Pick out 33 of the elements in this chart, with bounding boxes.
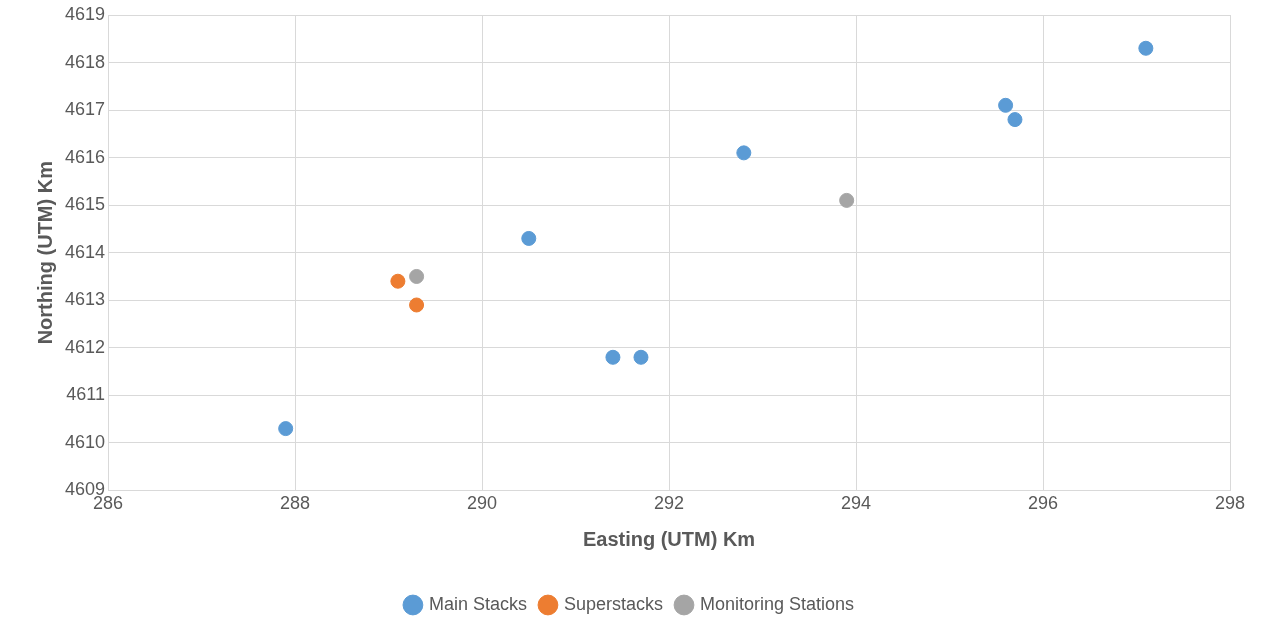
point [1138,40,1154,56]
y-tick-label: 4613 [65,289,106,310]
y-tick-label: 4618 [65,51,106,72]
y-tick-label: 4617 [65,99,106,120]
x-tick-label: 298 [1214,493,1246,514]
legend-label: Monitoring Stations [700,593,855,614]
point [1007,112,1023,128]
point [409,297,425,313]
point [736,145,752,161]
x-tick-label: 290 [467,493,498,514]
point [839,192,855,208]
point [605,349,621,365]
y-tick-label: 4616 [65,146,106,167]
point [409,268,425,284]
y-tick-label: 4619 [65,3,106,24]
x-tick-label: 288 [280,493,311,514]
legend-label: Main Stacks [428,593,527,614]
x-tick-label: 296 [1027,493,1059,514]
point [390,273,406,289]
y-tick-label: 4610 [65,431,106,452]
y-tick-label: 4612 [65,336,106,357]
y-axis-title: Northing (UTM) Km [33,161,56,345]
point [521,230,537,246]
x-tick-label: 292 [654,493,685,514]
legend-label: Superstacks [563,593,663,614]
point [278,421,294,437]
y-tick-label: 4611 [66,384,106,405]
x-axis-title: Easting (UTM) Km [582,527,756,550]
y-tick-label: 4614 [65,241,106,262]
y-tick-label: 4615 [65,194,106,215]
x-tick-label: 294 [840,493,872,514]
point [998,97,1014,113]
point [633,349,649,365]
